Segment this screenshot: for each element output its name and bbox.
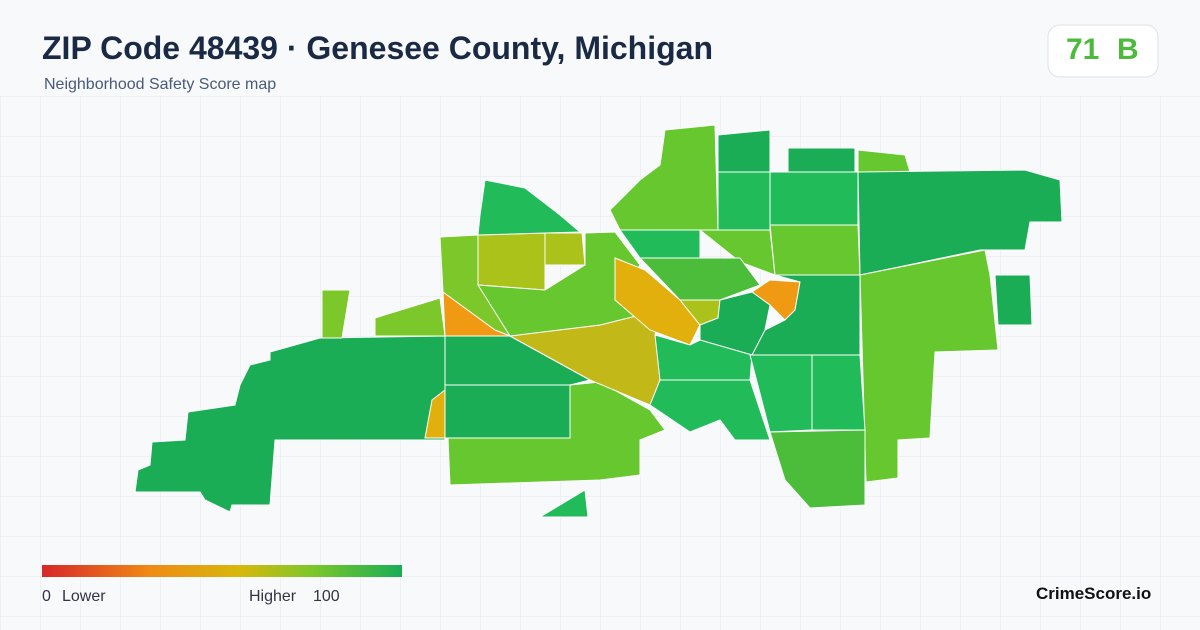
zone <box>544 232 586 266</box>
zone <box>649 379 771 441</box>
zone <box>321 289 351 339</box>
subtitle: Neighborhood Safety Score map <box>44 76 277 93</box>
zone <box>994 274 1033 326</box>
zone <box>477 231 642 337</box>
title: ZIP Code 48439 · Genesee County, Michiga… <box>42 30 713 66</box>
brand: CrimeScore.io <box>1036 584 1152 603</box>
zone <box>749 354 866 433</box>
score: 71 <box>1066 33 1100 66</box>
legend-max-label: Higher <box>249 588 297 605</box>
legend-min-label: Lower <box>62 588 106 605</box>
zone <box>444 384 571 439</box>
zones <box>134 124 1063 518</box>
zone <box>447 381 666 486</box>
zone <box>769 429 866 509</box>
zone <box>769 224 861 276</box>
zone <box>614 257 701 346</box>
zone <box>477 179 582 236</box>
zone <box>444 335 592 386</box>
score-box <box>1047 24 1159 78</box>
zone <box>538 489 589 518</box>
legend-min: 0 <box>42 588 51 605</box>
grade: B <box>1117 33 1139 66</box>
zone <box>859 249 999 483</box>
zone <box>134 335 446 513</box>
zone <box>717 171 859 231</box>
legend-gradient <box>42 565 402 577</box>
zone <box>638 257 761 301</box>
legend-max: 100 <box>313 588 340 605</box>
zone <box>477 232 546 291</box>
